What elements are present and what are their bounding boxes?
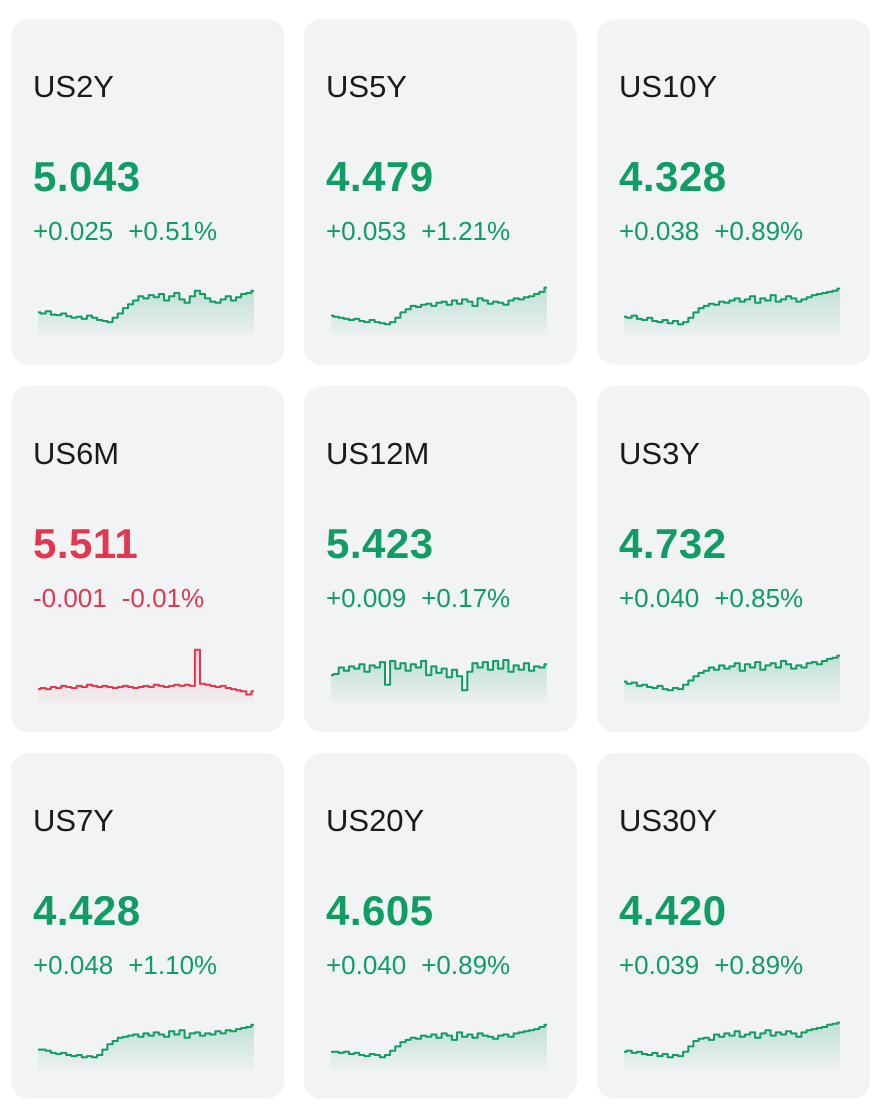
sparkline-line	[38, 1023, 254, 1059]
sparkline-chart	[38, 289, 254, 337]
sparkline-line	[624, 654, 840, 692]
sparkline-area	[38, 290, 254, 337]
quote-card-us6m[interactable]: US6M 5.511 -0.001 -0.01%	[11, 386, 284, 732]
quote-changes: +0.048 +1.10%	[33, 950, 217, 981]
quote-symbol: US12M	[326, 436, 430, 471]
quote-price: 5.511	[33, 520, 139, 567]
quotes-grid: US2Y 5.043 +0.025 +0.51% US5Y 4.479 +0.05…	[11, 19, 870, 1099]
quote-change: -0.001	[33, 583, 107, 613]
quote-price: 5.423	[326, 520, 434, 567]
quote-symbol: US3Y	[619, 436, 700, 471]
quote-card-us3y[interactable]: US3Y 4.732 +0.040 +0.85%	[597, 386, 870, 732]
sparkline-line	[331, 286, 547, 326]
quote-card-us2y[interactable]: US2Y 5.043 +0.025 +0.51%	[11, 19, 284, 365]
quote-changes: +0.025 +0.51%	[33, 216, 217, 247]
sparkline-chart	[38, 648, 254, 704]
sparkline-area	[624, 288, 840, 337]
sparkline-line	[331, 1023, 547, 1059]
quote-symbol: US6M	[33, 436, 120, 471]
sparkline-area	[331, 287, 547, 337]
quote-changes: +0.039 +0.89%	[619, 950, 803, 981]
quote-price: 4.328	[619, 153, 727, 200]
quote-symbol: US30Y	[619, 803, 718, 838]
quote-card-us30y[interactable]: US30Y 4.420 +0.039 +0.89%	[597, 753, 870, 1099]
quote-price: 4.420	[619, 887, 727, 934]
quote-card-us10y[interactable]: US10Y 4.328 +0.038 +0.89%	[597, 19, 870, 365]
quote-percent: +1.10%	[128, 950, 218, 980]
quote-changes: +0.040 +0.89%	[326, 950, 510, 981]
quote-change: +0.040	[619, 583, 700, 613]
sparkline-line	[624, 287, 840, 326]
sparkline-chart	[624, 287, 840, 337]
quote-symbol: US5Y	[326, 69, 407, 104]
quote-symbol: US10Y	[619, 69, 718, 104]
quote-percent: +1.21%	[421, 216, 511, 246]
quote-change: +0.040	[326, 950, 407, 980]
sparkline-chart	[331, 1023, 547, 1071]
quote-symbol: US2Y	[33, 69, 114, 104]
quote-price: 4.732	[619, 520, 727, 567]
sparkline-line	[38, 289, 254, 324]
quote-percent: +0.17%	[421, 583, 511, 613]
quote-symbol: US7Y	[33, 803, 114, 838]
quote-changes: +0.038 +0.89%	[619, 216, 803, 247]
quote-price: 4.605	[326, 887, 434, 934]
sparkline-line	[38, 648, 254, 696]
quote-change: +0.048	[33, 950, 114, 980]
quote-changes: +0.009 +0.17%	[326, 583, 510, 614]
quote-change: +0.009	[326, 583, 407, 613]
quote-change: +0.039	[619, 950, 700, 980]
quote-changes: -0.001 -0.01%	[33, 583, 204, 614]
quote-card-us20y[interactable]: US20Y 4.605 +0.040 +0.89%	[304, 753, 577, 1099]
sparkline-area	[38, 649, 254, 704]
sparkline-chart	[624, 654, 840, 704]
quote-price: 4.428	[33, 887, 141, 934]
sparkline-chart	[38, 1023, 254, 1071]
quote-price: 5.043	[33, 153, 141, 200]
quote-percent: +0.89%	[714, 216, 804, 246]
quote-card-us12m[interactable]: US12M 5.423 +0.009 +0.17%	[304, 386, 577, 732]
quote-percent: +0.89%	[714, 950, 804, 980]
sparkline-chart	[624, 1021, 840, 1071]
sparkline-chart	[331, 659, 547, 704]
quote-percent: +0.85%	[714, 583, 804, 613]
quote-changes: +0.053 +1.21%	[326, 216, 510, 247]
quote-percent: +0.51%	[128, 216, 218, 246]
quote-price: 4.479	[326, 153, 434, 200]
quote-change: +0.038	[619, 216, 700, 246]
quote-card-us5y[interactable]: US5Y 4.479 +0.053 +1.21%	[304, 19, 577, 365]
quote-change: +0.025	[33, 216, 114, 246]
sparkline-line	[624, 1021, 840, 1059]
sparkline-chart	[331, 286, 547, 337]
sparkline-line	[331, 659, 547, 692]
quote-card-us7y[interactable]: US7Y 4.428 +0.048 +1.10%	[11, 753, 284, 1099]
quote-changes: +0.040 +0.85%	[619, 583, 803, 614]
quote-percent: -0.01%	[121, 583, 205, 613]
sparkline-area	[331, 1024, 547, 1071]
quote-change: +0.053	[326, 216, 407, 246]
quote-symbol: US20Y	[326, 803, 425, 838]
sparkline-area	[624, 655, 840, 704]
quote-percent: +0.89%	[421, 950, 511, 980]
